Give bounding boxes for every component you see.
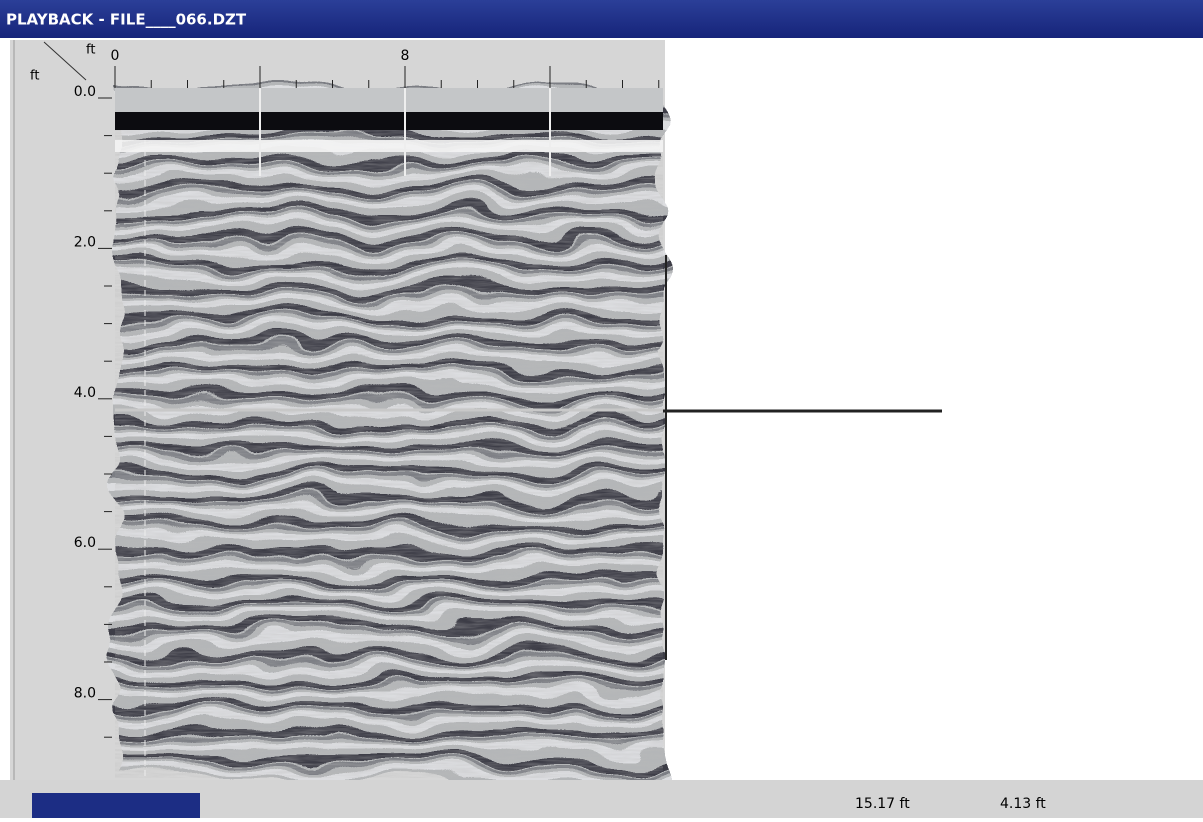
status-depth: 4.13 ft xyxy=(1000,796,1046,812)
playback-window: PLAYBACK - FILE____066.DZT ft ft 15.17 f… xyxy=(0,0,1203,818)
radargram xyxy=(115,88,663,778)
x-unit: ft xyxy=(86,43,95,58)
y-tick-label: 4.0 xyxy=(74,385,96,401)
x-tick-label: 8 xyxy=(401,48,410,64)
page: PLAYBACK - FILE____066.DZT ft ft 15.17 f… xyxy=(0,0,1203,818)
window-title: PLAYBACK - FILE____066.DZT xyxy=(6,11,247,29)
y-tick-label: 2.0 xyxy=(74,234,96,250)
progress-bar xyxy=(32,793,200,818)
y-tick-label: 6.0 xyxy=(74,535,96,551)
surface-dark xyxy=(115,112,663,130)
status-distance: 15.17 ft xyxy=(855,796,910,812)
y-unit: ft xyxy=(30,69,39,84)
surface-bright xyxy=(115,140,663,152)
radargram-noise xyxy=(115,88,663,778)
y-tick-label: 0.0 xyxy=(74,84,96,100)
x-tick-label: 0 xyxy=(111,48,120,64)
y-tick-label: 8.0 xyxy=(74,686,96,702)
